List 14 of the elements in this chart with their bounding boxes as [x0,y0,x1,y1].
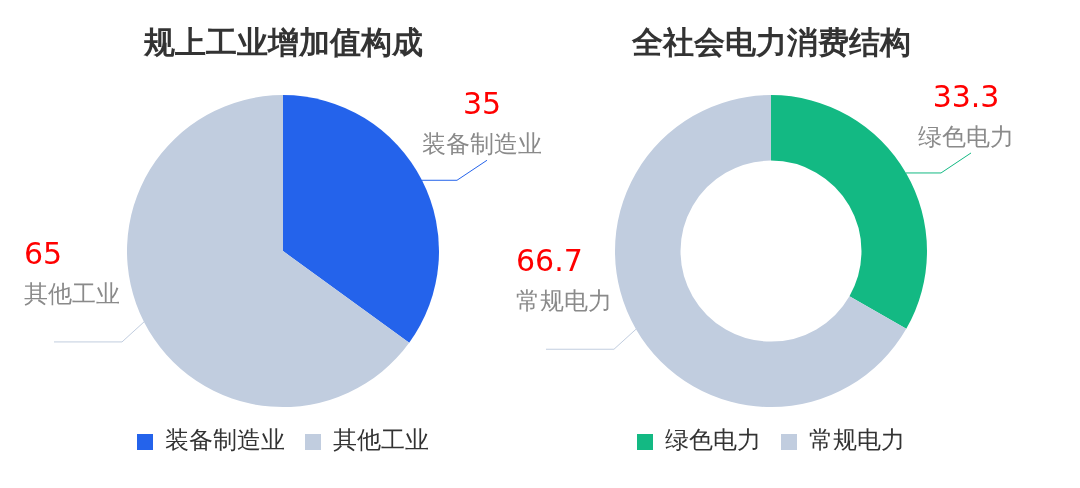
data-label: 33.3 [932,78,1000,114]
slice-label: 常规电力 [515,287,612,316]
data-label: 35 [462,86,502,122]
slice-label: 装备制造业 [422,130,542,159]
data-label: 65 [24,235,63,271]
legend-label: 常规电力 [809,426,905,455]
slice-label: 绿色电力 [918,122,1015,151]
legend-label: 绿色电力 [665,426,761,455]
chart-title: 全社会电力消费结构 [630,23,911,60]
legend-label: 其他工业 [333,426,429,455]
chart-title: 规上工业增加值构成 [142,23,423,60]
slice-label: 其他工业 [24,279,120,308]
legend-label: 装备制造业 [165,426,285,455]
data-label: 66.7 [515,243,583,279]
